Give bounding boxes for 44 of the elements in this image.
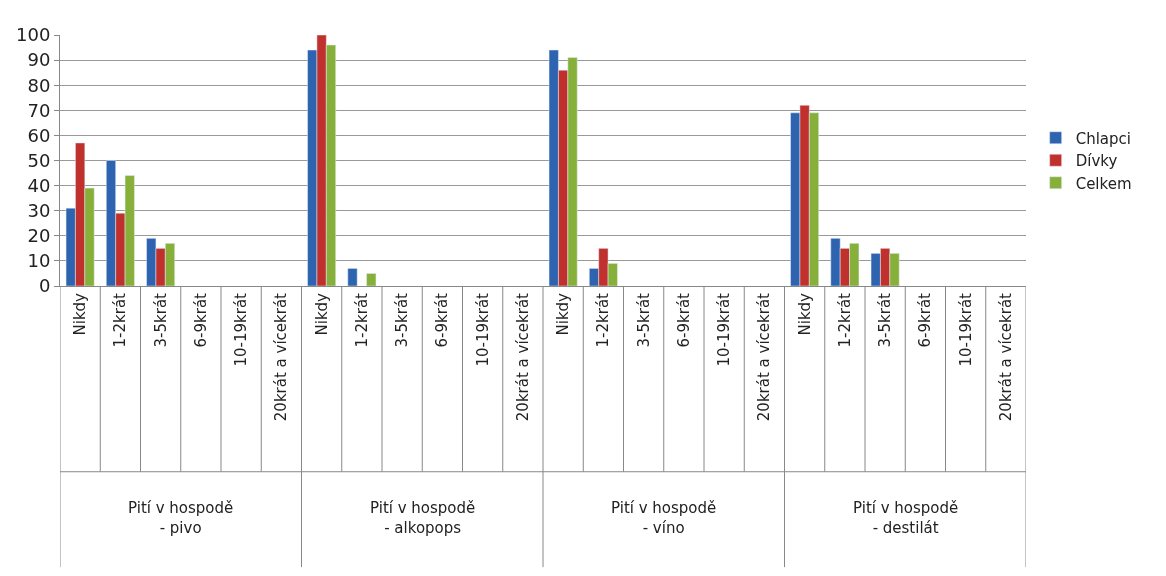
- text: Pití v hospodě - pivo: [128, 499, 234, 537]
- text: Pití v hospodě - destilát: [853, 499, 959, 537]
- x-tick-label: 10-19krát: [473, 292, 492, 367]
- y-tick-label: 50: [27, 149, 51, 171]
- x-tick-label: 10-19krát: [956, 292, 975, 367]
- text: Pití v hospodě - víno: [611, 499, 717, 537]
- y-tick-label: 80: [27, 74, 51, 96]
- x-tick-label: 3-5krát: [876, 292, 895, 348]
- x-tick-label: Nikdy: [554, 292, 573, 336]
- x-tick-label: Nikdy: [71, 292, 89, 336]
- legend-label: Chlapci: [1075, 129, 1131, 148]
- y-tick-label: 40: [27, 174, 51, 196]
- x-tick-label: 1-2krát: [352, 292, 371, 348]
- bar: [347, 268, 358, 286]
- x-tick-label: 1-2krát: [594, 292, 613, 348]
- x-tick-label: 1-2krát: [111, 292, 130, 348]
- x-tick-label: 3-5krát: [634, 292, 653, 348]
- legend-label: Celkem: [1075, 174, 1132, 193]
- y-tick-label: 20: [27, 225, 51, 247]
- x-tick-label: 20krát a vícekrát: [996, 292, 1015, 422]
- y-tick-label: 30: [27, 200, 51, 221]
- x-tick-label: 6-9krát: [916, 292, 935, 348]
- y-tick-label: 10: [27, 250, 51, 272]
- x-tick-label: 20krát a vícekrát: [513, 292, 532, 422]
- x-tick-label: Nikdy: [312, 292, 331, 336]
- x-tick-label: 6-9krát: [433, 292, 452, 348]
- legend-label: Dívky: [1075, 152, 1118, 171]
- bar: [366, 273, 377, 286]
- x-tick-label: 10-19krát: [232, 292, 251, 367]
- x-tick-label: 6-9krát: [674, 292, 693, 348]
- y-tick-label: 90: [27, 49, 51, 71]
- x-tick-label: 6-9krát: [191, 292, 210, 348]
- x-tick-label: 3-5krát: [151, 292, 170, 348]
- x-tick-label: 20krát a vícekrát: [272, 292, 291, 422]
- x-tick-label: 20krát a vícekrát: [755, 292, 774, 422]
- x-tick-label: Nikdy: [795, 292, 814, 336]
- y-tick-label: 60: [27, 124, 51, 146]
- x-tick-label: 1-2krát: [835, 292, 854, 348]
- y-tick-label: 70: [27, 99, 51, 121]
- text: Pití v hospodě - alkopops: [370, 499, 476, 537]
- y-tick-label: 0: [38, 275, 51, 297]
- x-tick-label: 3-5krát: [393, 292, 412, 348]
- x-tick-label: 10-19krát: [715, 292, 734, 367]
- y-tick-label: 100: [16, 24, 51, 46]
